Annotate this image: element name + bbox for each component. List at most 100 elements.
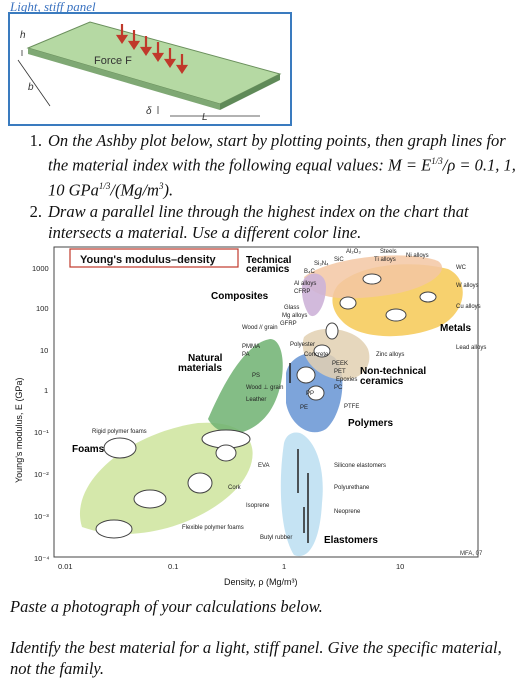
- label-b4c: B₄C: [304, 269, 315, 275]
- label-gfrp: GFRP: [280, 321, 297, 327]
- label-al2o3: Al₂O₃: [346, 249, 361, 255]
- label-wood-grain: Wood // grain: [242, 325, 278, 331]
- h-label: h: [20, 30, 26, 41]
- label-rigid-polymer-foams: Rigid polymer foams: [92, 429, 147, 435]
- label-pp: PP: [306, 391, 314, 397]
- y-tick: 10⁻²: [34, 470, 49, 479]
- label-pa: PA: [242, 352, 250, 358]
- label-elastomers: Elastomers: [324, 535, 378, 546]
- panel-side-face: [220, 74, 280, 110]
- label-composites: Composites: [211, 291, 269, 302]
- label-polyurethane: Polyurethane: [334, 485, 370, 491]
- panel-diagram: Force F h b δ L: [17, 21, 282, 123]
- L-label: L: [202, 112, 208, 123]
- label-glass: Glass: [284, 305, 299, 311]
- bottom-instructions: Paste a photograph of your calculations …: [10, 596, 520, 699]
- chart-title-box: [69, 248, 239, 268]
- ashby-chart-svg: Young's modulus–density Technical cerami…: [14, 246, 486, 587]
- question-number: 2.: [29, 202, 42, 221]
- label-natural-materials-2: materials: [178, 363, 222, 374]
- label-technical-ceramics: Technical: [246, 255, 292, 266]
- label-isoprene: Isoprene: [246, 503, 270, 509]
- force-arrows: [115, 24, 189, 74]
- label-flexible-polymer-foams: Flexible polymer foams: [182, 525, 244, 531]
- panel-figure-title: Light, stiff panel: [10, 0, 96, 14]
- label-non-technical-ceramics-2: ceramics: [360, 376, 404, 387]
- y-tick: 10⁻¹: [34, 428, 49, 437]
- label-al-alloys: Al alloys: [294, 281, 316, 287]
- label-steels: Steels: [380, 249, 397, 255]
- x-axis-label: Density, ρ (Mg/m³): [224, 577, 297, 587]
- label-w-alloys: W alloys: [456, 283, 479, 289]
- label-ptfe: PTFE: [344, 404, 359, 410]
- panel-front-face: [28, 48, 220, 110]
- delta-label: δ: [146, 106, 152, 117]
- photo-instruction: Paste a photograph of your calculations …: [10, 597, 323, 616]
- label-cfrp: CFRP: [294, 289, 310, 295]
- label-foams: Foams: [72, 444, 105, 455]
- label-polymers: Polymers: [348, 418, 393, 429]
- y-tick: 10⁻⁴: [34, 554, 50, 563]
- x-tick: 0.01: [58, 562, 73, 571]
- label-peek: PEEK: [332, 361, 348, 367]
- label-pmma: PMMA: [242, 344, 260, 350]
- chart-title: Young's modulus–density: [80, 254, 217, 266]
- y-tick-labels: 1000 100 10 1 10⁻¹ 10⁻² 10⁻³ 10⁻⁴: [32, 264, 50, 563]
- chart-credit: MFA, 07: [460, 551, 483, 557]
- panel-figure: Force F h b δ L: [8, 12, 292, 126]
- question-2: 2. Draw a parallel line through the high…: [20, 201, 520, 243]
- y-axis-label: Young's modulus, E (GPa): [14, 378, 24, 483]
- label-ti-alloys: Ti alloys: [374, 257, 396, 263]
- b-label: b: [28, 82, 34, 93]
- question-list: 1. On the Ashby plot below, start by plo…: [20, 130, 520, 244]
- label-ni-alloys: Ni alloys: [406, 253, 429, 259]
- y-tick: 1: [44, 386, 48, 395]
- label-wood-perp: Wood ⊥ grain: [246, 384, 283, 391]
- material-bubbles: [95, 273, 437, 539]
- label-epoxies: Epoxies: [336, 377, 357, 383]
- label-lead-alloys: Lead alloys: [456, 345, 486, 351]
- label-si3n4: Si₃N₄: [314, 261, 329, 267]
- label-mg-alloys: Mg alloys: [282, 313, 307, 319]
- x-tick: 10: [396, 562, 404, 571]
- identify-instruction: Identify the best material for a light, …: [10, 638, 502, 678]
- label-ps: PS: [252, 373, 260, 379]
- label-technical-ceramics-2: ceramics: [246, 264, 290, 275]
- question-text: Draw a parallel line through the highest…: [48, 202, 469, 242]
- label-butyl-rubber: Butyl rubber: [260, 535, 292, 541]
- natural-materials-envelope: [208, 339, 283, 434]
- non-technical-ceramics-envelope: [302, 328, 370, 380]
- label-wc: WC: [456, 265, 467, 271]
- label-zinc-alloys: Zinc alloys: [376, 352, 404, 358]
- label-concrete: Concrete: [304, 352, 329, 358]
- label-pet: PET: [334, 369, 346, 375]
- label-neoprene: Neoprene: [334, 509, 361, 515]
- question-text: On the Ashby plot below, start by plotti…: [48, 131, 516, 199]
- y-tick: 10: [40, 346, 48, 355]
- y-tick: 100: [36, 304, 49, 313]
- material-labels: WC W alloys Cu alloys Lead alloys Ni all…: [92, 249, 486, 541]
- y-tick: 1000: [32, 264, 49, 273]
- label-sic: SiC: [334, 257, 344, 263]
- label-polyester: Polyester: [290, 342, 315, 348]
- label-pc: PC: [334, 385, 343, 391]
- force-label: Force F: [94, 55, 132, 67]
- label-pe: PE: [300, 405, 308, 411]
- composites-envelope: [301, 273, 326, 317]
- x-tick: 1: [282, 562, 286, 571]
- label-cork: Cork: [228, 485, 242, 491]
- label-non-technical-ceramics: Non-technical: [360, 366, 426, 377]
- ashby-chart: Young's modulus–density Technical cerami…: [8, 243, 500, 598]
- label-silicone-elastomers: Silicone elastomers: [334, 463, 386, 469]
- y-tick: 10⁻³: [34, 512, 49, 521]
- x-tick-labels: 0.01 0.1 1 10: [58, 562, 404, 571]
- question-number: 1.: [29, 131, 42, 150]
- label-metals: Metals: [440, 323, 472, 334]
- x-tick: 0.1: [168, 562, 178, 571]
- label-leather: Leather: [246, 397, 266, 403]
- foams-envelope: [79, 422, 253, 534]
- question-1: 1. On the Ashby plot below, start by plo…: [20, 130, 520, 200]
- elastomers-envelope: [280, 432, 323, 557]
- label-natural-materials: Natural: [188, 353, 223, 364]
- label-cu-alloys: Cu alloys: [456, 304, 481, 310]
